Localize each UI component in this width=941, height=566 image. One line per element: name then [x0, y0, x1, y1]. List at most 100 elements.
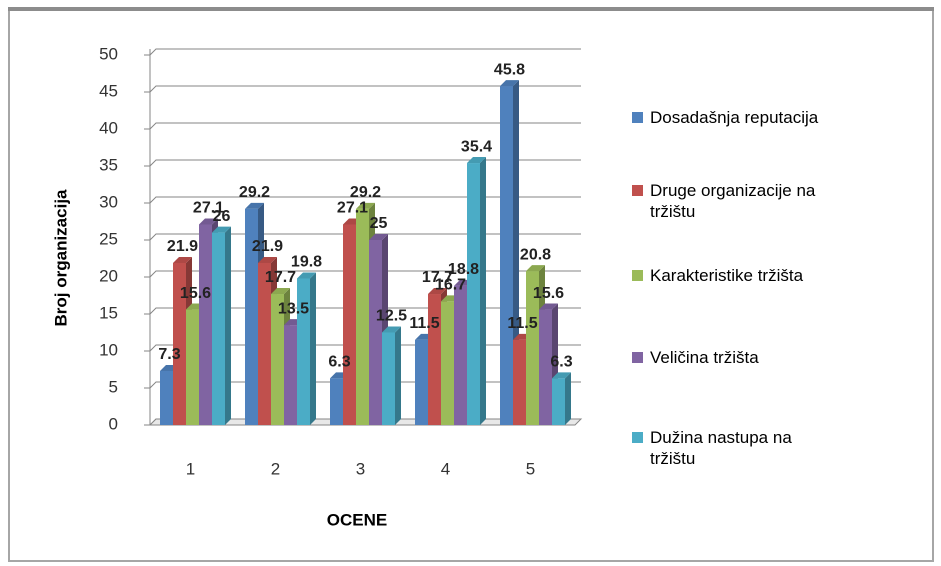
- data-label: 7.3: [158, 346, 180, 363]
- bar-front: [454, 285, 467, 425]
- grid-line: [149, 233, 581, 241]
- data-label: 12.5: [376, 308, 407, 325]
- bar: [212, 226, 231, 425]
- x-tick-label: 3: [356, 459, 365, 478]
- y-tick-label: 50: [99, 44, 118, 63]
- legend-swatch: [632, 185, 643, 196]
- data-label: 20.8: [520, 246, 551, 263]
- data-label: 15.6: [180, 285, 211, 302]
- bar-top: [428, 288, 447, 295]
- y-axis-title: Broj organizacija: [51, 189, 70, 327]
- data-label: 13.5: [278, 300, 309, 317]
- bar-front: [467, 163, 480, 426]
- bar-side: [225, 226, 231, 425]
- data-label: 26: [213, 208, 231, 225]
- x-axis-title: OCENE: [327, 510, 387, 529]
- bar-top: [199, 218, 218, 225]
- bar-top: [552, 372, 571, 379]
- bar-side: [480, 157, 486, 426]
- bar-top: [382, 326, 401, 333]
- bar-top: [500, 80, 519, 87]
- bar-front: [212, 232, 225, 425]
- y-tick-label: 25: [99, 229, 118, 248]
- bar-front: [245, 208, 258, 425]
- y-tick-label: 15: [99, 303, 118, 322]
- grid-line: [149, 48, 581, 56]
- data-label: 35.4: [461, 138, 492, 155]
- bar: [297, 272, 316, 425]
- bar-front: [382, 332, 395, 425]
- y-tick-label: 5: [109, 377, 118, 396]
- legend-swatch: [632, 112, 643, 123]
- bar-front: [441, 301, 454, 425]
- bar-front: [415, 339, 428, 425]
- bar-front: [428, 294, 441, 425]
- bar-top: [173, 256, 192, 263]
- x-tick-label: 4: [441, 459, 450, 478]
- legend-label: Karakteristike tržišta: [650, 266, 804, 285]
- data-label: 21.9: [252, 238, 283, 255]
- bar-side: [310, 272, 316, 425]
- y-tick-label: 30: [99, 192, 118, 211]
- bar-top: [539, 303, 558, 310]
- data-label: 16.7: [435, 277, 466, 294]
- bar-front: [271, 294, 284, 425]
- bar-side: [565, 372, 571, 425]
- grid-line: [149, 159, 581, 167]
- grid-line: [149, 270, 581, 278]
- data-label: 18.8: [448, 261, 479, 278]
- bar-top: [245, 202, 264, 209]
- bar-front: [258, 262, 271, 425]
- bar-front: [526, 271, 539, 425]
- x-tick-label: 2: [271, 459, 280, 478]
- bar-top: [271, 288, 290, 295]
- y-tick-label: 40: [99, 118, 118, 137]
- legend-label: Druge organizacije na tržištu: [650, 181, 816, 221]
- bar-front: [160, 370, 173, 425]
- data-label: 17.7: [265, 269, 296, 286]
- bar-front: [186, 309, 199, 425]
- data-label: 27.1: [337, 200, 368, 217]
- data-label: 6.3: [328, 354, 350, 371]
- y-tick-label: 45: [99, 81, 118, 100]
- bar-front: [539, 309, 552, 425]
- bar-front: [199, 224, 212, 425]
- y-tick-label: 35: [99, 155, 118, 174]
- bar-front: [369, 240, 382, 425]
- bar-front: [297, 278, 310, 425]
- bar-front: [513, 339, 526, 425]
- bar: [467, 157, 486, 426]
- x-tick-label: 5: [526, 459, 535, 478]
- bars: [160, 80, 571, 426]
- bar-front: [284, 325, 297, 425]
- bar-top: [467, 157, 486, 164]
- bar-top: [526, 265, 545, 272]
- bar-top: [369, 234, 388, 240]
- grid-line: [149, 85, 581, 93]
- data-label: 11.5: [409, 315, 439, 332]
- grid-line: [149, 196, 581, 204]
- legend-label: Veličina tržišta: [650, 348, 759, 367]
- bar-front: [552, 378, 565, 425]
- data-label: 17.7: [422, 269, 453, 286]
- legend-label: Dosadašnja reputacija: [650, 108, 819, 127]
- data-label: 19.8: [291, 254, 322, 271]
- legend-swatch: [632, 432, 643, 443]
- data-label: 27.1: [193, 200, 224, 217]
- bar-top: [258, 256, 277, 263]
- bar-front: [343, 224, 356, 425]
- bar-front: [330, 378, 343, 425]
- grid-line: [149, 122, 581, 130]
- data-label: 15.6: [533, 285, 564, 302]
- data-label: 29.2: [350, 184, 381, 201]
- legend-swatch: [632, 270, 643, 281]
- bar-front: [356, 208, 369, 425]
- data-label: 11.5: [507, 315, 537, 332]
- bar-top: [212, 226, 231, 233]
- legend-label: Dužina nastupa na tržištu: [650, 428, 792, 468]
- bar: [552, 372, 571, 425]
- bar: [382, 326, 401, 425]
- y-tick-label: 10: [99, 340, 118, 359]
- data-label: 45.8: [494, 61, 525, 78]
